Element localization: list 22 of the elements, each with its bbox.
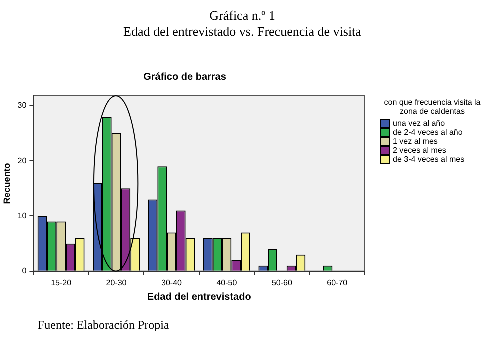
legend-label: 2 veces al mes [393, 146, 446, 155]
legend-label: una vez al año [393, 119, 446, 128]
y-tick-label: 30 [18, 101, 28, 110]
x-tick-label: 50-60 [272, 278, 293, 288]
y-tick-label: 20 [18, 156, 28, 166]
legend-label: de 2-4 veces al año [393, 128, 463, 137]
source-note: Fuente: Elaboración Propia [38, 318, 170, 333]
y-tick-label: 10 [18, 211, 28, 220]
x-axis-title: Edad del entrevistado [147, 292, 252, 303]
legend-label: de 3-4 veces al mes [393, 155, 465, 164]
x-tick-label: 60-70 [327, 278, 348, 288]
x-tick-label: 15-20 [51, 278, 72, 288]
x-tick-label: 30-40 [162, 278, 183, 288]
legend-title: con que frecuencia visita la zona de caldentas [383, 98, 482, 116]
chart-title: Gráfica n.º 1 [208, 8, 276, 24]
legend-label: 1 vez al mes [393, 137, 438, 146]
x-tick-label: 40-50 [216, 278, 238, 288]
y-axis-title: Recuento [2, 162, 12, 204]
y-tick-label: 0 [22, 266, 28, 276]
x-tick-label: 20-30 [106, 278, 128, 288]
text: Gráfico de barras [142, 72, 228, 83]
chart-subtitle: Edad del entrevistado vs. Frecuencia de visita [122, 24, 362, 40]
